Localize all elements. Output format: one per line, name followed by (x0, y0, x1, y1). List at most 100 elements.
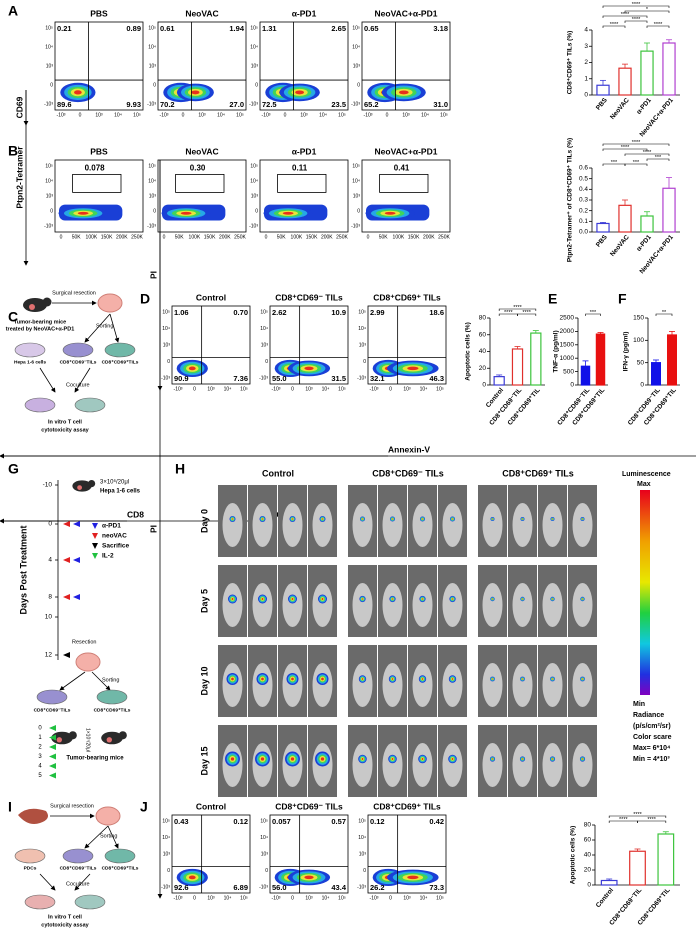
density-blob (522, 518, 523, 520)
day-label: 4 (38, 764, 42, 770)
quadrant-value: 43.4 (331, 883, 346, 892)
y-tick-label: 10⁴ (162, 326, 170, 332)
y-tick-label: 0.5 (579, 175, 588, 182)
y-tick-label: 10⁴ (45, 44, 53, 50)
x-tick-label: 0 (389, 895, 392, 901)
y-tick-label: 0.3 (579, 197, 588, 204)
marker-triangle (49, 763, 56, 769)
y-tick-label: -10³ (44, 101, 53, 107)
dish-icon (104, 848, 136, 864)
quadrant-value: 0.057 (272, 817, 291, 826)
x-tick-label: NeoVAC (609, 97, 631, 121)
density-blob (231, 518, 234, 520)
significance-label: * (646, 7, 649, 13)
y-tick-label: 0 (167, 868, 170, 874)
mouse-body (512, 663, 533, 707)
bar (618, 67, 632, 96)
quadrant-value: 1.06 (174, 308, 189, 317)
mouse-body (352, 743, 373, 787)
marker-triangle (63, 521, 70, 527)
x-tick-label: -10³ (272, 895, 281, 901)
y-tick-label: 10⁴ (250, 178, 258, 184)
density-blob (521, 678, 524, 680)
mouse-icon (101, 731, 123, 745)
plot-title: PBS (90, 146, 108, 156)
axis-label: Annexin-V (388, 444, 430, 454)
density-blob (521, 758, 524, 760)
quadrant-value: 2.62 (272, 308, 287, 317)
x-tick-label: 200K (321, 234, 333, 240)
arrow (59, 671, 86, 691)
y-tick-label: 10⁵ (45, 163, 53, 169)
plot-frame (259, 21, 349, 111)
step-label: Sorting (102, 677, 119, 683)
significance-bracket (624, 10, 670, 13)
density-blob (361, 598, 364, 600)
quadrant-value: 46.3 (429, 374, 444, 383)
plot-frame (259, 159, 349, 233)
significance-bracket (602, 25, 626, 28)
bar (666, 334, 677, 386)
x-tick-label: 10⁴ (319, 112, 327, 118)
panel-letter: B (8, 143, 18, 159)
y-tick-label: 50 (637, 359, 645, 366)
colorbar (640, 490, 650, 695)
significance-label: **** (619, 817, 628, 823)
marker-triangle (63, 652, 70, 658)
x-tick-label: 50K (175, 234, 185, 240)
x-tick-label: 250K (336, 234, 348, 240)
density-blob (321, 598, 324, 600)
density-blob (407, 366, 419, 371)
density-blob (492, 518, 493, 520)
significance-bracket (624, 163, 648, 166)
y-tick-label: -10³ (44, 223, 53, 229)
x-tick-label: PBS (595, 96, 609, 111)
arrow (107, 825, 119, 849)
x-tick-label: 10⁵ (436, 895, 444, 901)
y-tick-label: 10⁵ (260, 818, 268, 824)
y-tick-label: 10⁴ (260, 835, 268, 841)
quadrant-value: 0.70 (233, 308, 248, 317)
legend-label: Sacrifice (102, 543, 129, 550)
quadrant-value: 32.1 (370, 374, 385, 383)
x-tick-label: 10⁵ (338, 895, 346, 901)
density-blob (491, 758, 494, 760)
bar (511, 348, 524, 386)
dish-label: CD8⁺CD69⁻TILs (34, 707, 71, 713)
gate-value: 0.30 (190, 164, 206, 173)
x-tick-label: Control (595, 887, 615, 909)
day-label: -10 (43, 482, 53, 489)
step-label: Coculture (66, 382, 90, 388)
x-tick-label: 100K (291, 234, 303, 240)
legend-label: α-PD1 (102, 523, 121, 530)
mouse-body (482, 743, 503, 787)
y-tick-label: 0 (357, 82, 360, 88)
row-label: Day 15 (199, 746, 209, 775)
significance-bracket (624, 20, 648, 23)
y-tick-label: 10³ (353, 193, 361, 199)
x-tick-label: 50K (277, 234, 287, 240)
bar (662, 42, 676, 96)
panel-letter: A (8, 3, 18, 19)
y-tick-label: 10³ (46, 63, 54, 69)
y-tick-label: 0.1 (579, 218, 588, 225)
density-blob (361, 518, 364, 520)
x-tick-label: 10³ (95, 112, 103, 118)
x-tick-label: 0 (193, 895, 196, 901)
significance-label: *** (611, 160, 618, 166)
significance-label: *** (633, 160, 640, 166)
quadrant-value: 3.18 (433, 24, 448, 33)
x-tick-label: -10³ (174, 895, 183, 901)
day-label: 2 (38, 745, 42, 751)
y-tick-label: 10⁴ (162, 835, 170, 841)
x-tick-label: 200K (116, 234, 128, 240)
x-tick-label: 50K (379, 234, 389, 240)
significance-label: **** (632, 140, 641, 146)
plot-title: NeoVAC+α-PD1 (375, 8, 438, 18)
y-tick-label: 60 (479, 331, 487, 338)
y-tick-label: 0.0 (579, 229, 588, 236)
arrow (39, 367, 56, 393)
density-blob (321, 677, 324, 681)
density-blob (451, 678, 454, 680)
mouse-body (412, 663, 433, 707)
